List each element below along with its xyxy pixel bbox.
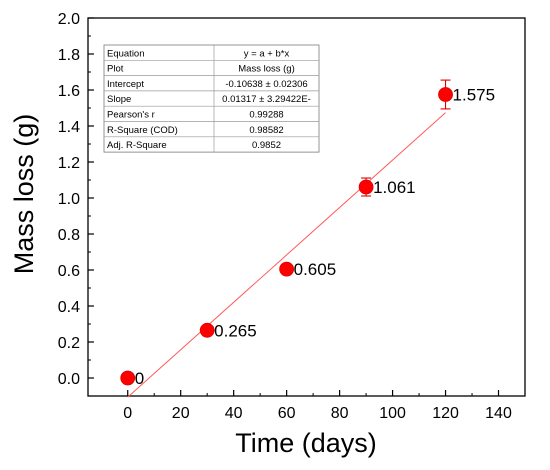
fit-table-frame <box>103 44 320 153</box>
x-axis-title: Time (days) <box>235 428 377 458</box>
y-tick-label: 1.0 <box>58 191 80 208</box>
data-point <box>279 261 295 277</box>
data-label: 1.575 <box>453 86 496 105</box>
data-point <box>438 87 453 102</box>
fit-table-key: Intercept <box>107 79 144 90</box>
y-tick-label: 0.0 <box>58 371 80 388</box>
data-point <box>358 179 374 195</box>
fit-table-key: Plot <box>107 64 124 75</box>
fit-table-key: Adj. R-Square <box>107 140 167 151</box>
x-tick-label: 40 <box>225 405 243 422</box>
y-tick-label: 0.4 <box>58 299 80 316</box>
plot-frame <box>87 17 526 397</box>
y-axis-ticks: 0.0 0.2 0.4 0.6 0.8 1.0 1.2 1.4 1.6 1.8 2.0 <box>58 11 94 388</box>
data-point <box>199 322 215 338</box>
x-tick-label: 80 <box>331 405 349 422</box>
data-label: 0.265 <box>214 321 257 340</box>
x-tick-label: 140 <box>485 405 512 422</box>
fit-table-key: Equation <box>107 48 145 59</box>
y-tick-label: 0.2 <box>58 335 80 352</box>
x-tick-label: 0 <box>123 405 132 422</box>
data-label: 1.061 <box>373 178 416 197</box>
x-axis-ticks: 0 20 40 60 80 100 120 140 <box>123 390 512 422</box>
fit-table-value: 0.98582 <box>249 125 283 136</box>
fit-table-key: R-Square (COD) <box>107 125 178 136</box>
y-tick-label: 0.8 <box>58 227 80 244</box>
y-tick-label: 2.0 <box>58 11 80 28</box>
fit-line <box>127 112 446 398</box>
fit-table: Equation y = a + b*x Plot Mass loss (g) Inte… <box>103 44 320 153</box>
y-tick-label: 1.4 <box>58 119 80 136</box>
fit-line-group <box>127 112 446 398</box>
plot-area <box>87 17 526 397</box>
fit-table-value: 0.99288 <box>249 110 283 121</box>
x-tick-label: 120 <box>432 405 459 422</box>
fit-table-value: -0.10638 ± 0.02306 <box>225 79 307 90</box>
x-tick-label: 60 <box>278 405 296 422</box>
y-tick-label: 1.6 <box>58 83 80 100</box>
fit-table-value: y = a + b*x <box>244 48 290 59</box>
x-tick-label: 100 <box>379 405 406 422</box>
x-tick-label: 20 <box>172 405 190 422</box>
data-point <box>120 370 136 386</box>
fit-table-value: 0.9852 <box>252 140 281 151</box>
fit-table-key: Pearson's r <box>107 110 155 121</box>
y-tick-label: 1.2 <box>58 155 80 172</box>
y-axis-title: Mass loss (g) <box>9 114 39 275</box>
data-label: 0 <box>135 369 144 388</box>
data-label: 0.605 <box>294 260 337 279</box>
y-tick-label: 1.8 <box>58 47 80 64</box>
fit-table-value: 0.01317 ± 3.29422E- <box>222 94 311 105</box>
data-points: 0 0.265 0.605 1.061 1.575 <box>120 79 496 388</box>
fit-table-value: Mass loss (g) <box>238 64 294 75</box>
y-tick-label: 0.6 <box>58 263 80 280</box>
fit-table-key: Slope <box>107 94 131 105</box>
